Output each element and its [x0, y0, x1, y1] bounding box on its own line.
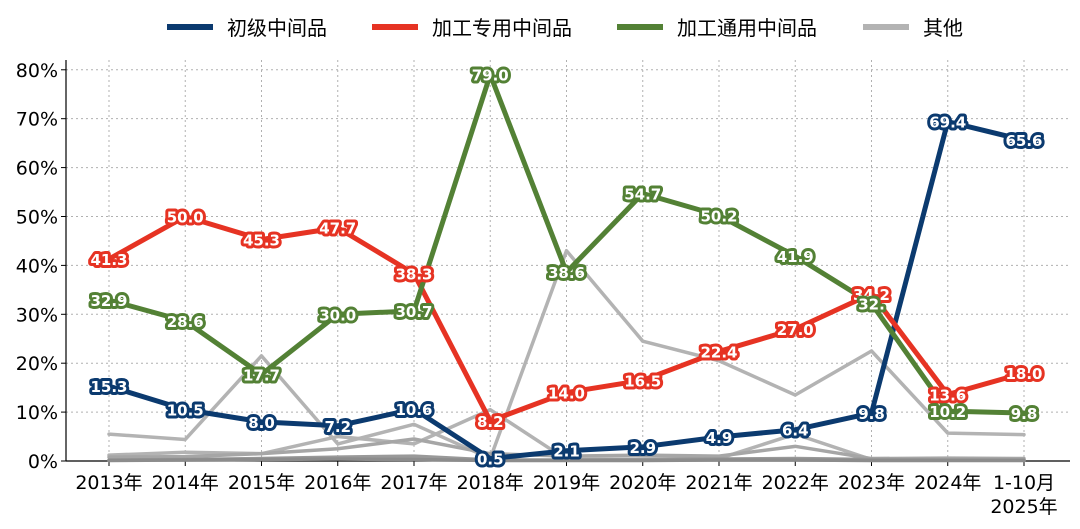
y-tick-label: 10% — [16, 402, 58, 424]
series-line-other-7 — [107, 457, 1026, 463]
data-label: 54.7 — [624, 186, 661, 204]
data-label: 50.2 — [700, 208, 737, 226]
data-label: 8.0 — [248, 414, 275, 432]
legend-label: 加工通用中间品 — [677, 16, 817, 40]
x-tick-label: 2025年 — [990, 496, 1057, 518]
data-label: 32. — [858, 296, 885, 314]
data-label: 8.2 — [477, 413, 504, 431]
data-label: 50.0 — [167, 208, 204, 226]
data-labels: 15.3 10.5 8.0 7.2 10.6 0.5 2.1 2.9 4.9 6.4 9.8 69.4… — [87, 64, 1045, 472]
series-line-加工专用中间品 — [106, 213, 1027, 424]
x-tick-label: 2018年 — [457, 472, 524, 494]
y-tick-label: 70% — [16, 109, 58, 131]
legend-label: 加工专用中间品 — [432, 16, 572, 40]
x-tick-label: 2015年 — [228, 472, 295, 494]
data-label: 7.2 — [324, 418, 351, 436]
series-line-初级中间品 — [106, 119, 1027, 462]
data-label: 10.2 — [929, 403, 966, 421]
data-label: 32.9 — [90, 292, 127, 310]
data-label: 17.7 — [243, 366, 280, 384]
y-tick-label: 80% — [16, 60, 58, 82]
data-label: 34.2 — [853, 286, 890, 304]
tick-labels: 0% 10% 20% 30% 40% 50% 60% 70% 80% 2013年 2014年 2015… — [16, 60, 1058, 518]
x-tick-label: 2023年 — [838, 472, 905, 494]
data-label: 38.3 — [395, 266, 432, 284]
data-label: 45.3 — [243, 231, 280, 249]
x-tick-label: 2021年 — [685, 472, 752, 494]
data-label: 9.8 — [858, 405, 885, 423]
legend-label: 其他 — [923, 16, 963, 40]
data-label: 16.5 — [624, 372, 661, 390]
data-label: 15.3 — [90, 378, 127, 396]
data-label: 69.4 — [929, 114, 966, 132]
x-tick-label: 2022年 — [762, 472, 829, 494]
data-label: 2.1 — [553, 443, 580, 461]
data-label: 13.6 — [929, 386, 966, 404]
data-label: 2.9 — [629, 439, 656, 457]
y-tick-label: 40% — [16, 255, 58, 277]
y-tick-label: 50% — [16, 206, 58, 228]
x-tick-label: 2024年 — [914, 472, 981, 494]
data-label: 30.7 — [395, 303, 432, 321]
data-label: 47.7 — [319, 220, 356, 238]
data-label: 10.6 — [395, 401, 432, 419]
data-label: 18.0 — [1005, 365, 1042, 383]
data-label: 65.6 — [1005, 132, 1042, 150]
data-label: 9.8 — [1011, 405, 1038, 423]
data-label: 0.5 — [477, 451, 504, 469]
series-lines — [106, 72, 1027, 463]
series-line-加工通用中间品 — [106, 72, 1027, 416]
data-label: 41.3 — [90, 251, 127, 269]
y-tick-label: 30% — [16, 304, 58, 326]
data-label: 4.9 — [706, 429, 733, 447]
x-tick-label: 1-10月 — [993, 472, 1055, 494]
data-label: 10.5 — [167, 402, 204, 420]
legend-label: 初级中间品 — [227, 16, 327, 40]
data-label: 30.0 — [319, 306, 356, 324]
x-tick-label: 2020年 — [609, 472, 676, 494]
data-label: 14.0 — [548, 385, 585, 403]
data-label: 28.6 — [167, 313, 204, 331]
x-tick-label: 2016年 — [304, 472, 371, 494]
y-tick-label: 0% — [28, 451, 58, 473]
data-label: 22.4 — [700, 343, 737, 361]
data-label: 38.6 — [548, 264, 585, 282]
x-tick-label: 2019年 — [533, 472, 600, 494]
data-label: 6.4 — [782, 422, 809, 440]
data-label: 79.0 — [472, 67, 509, 85]
data-label: 41.9 — [777, 248, 814, 266]
y-tick-label: 20% — [16, 353, 58, 375]
x-tick-label: 2013年 — [75, 472, 142, 494]
y-tick-label: 60% — [16, 158, 58, 180]
series-line-其他 — [107, 248, 1026, 461]
data-label: 27.0 — [777, 321, 814, 339]
legend: 初级中间品 加工专用中间品 加工通用中间品 其他 — [167, 16, 963, 40]
x-tick-label: 2017年 — [380, 472, 447, 494]
x-tick-label: 2014年 — [152, 472, 219, 494]
